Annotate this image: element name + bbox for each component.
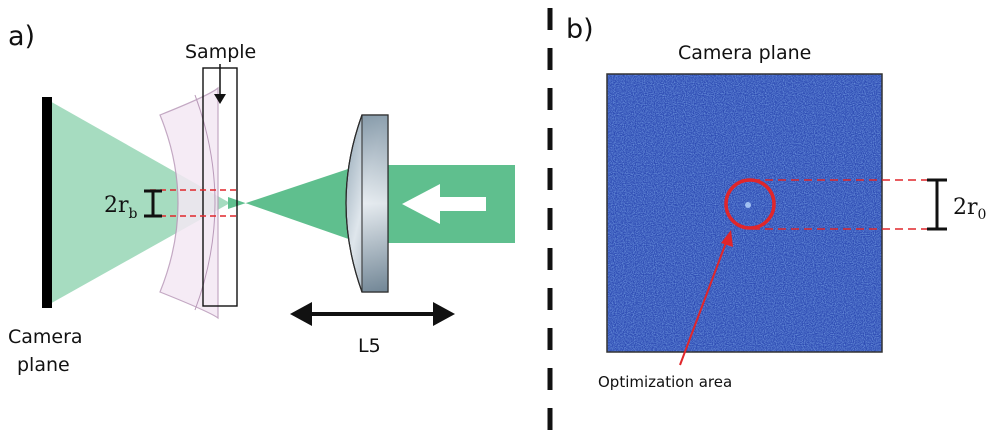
speckle-image xyxy=(606,73,883,353)
lens-l5 xyxy=(345,114,389,293)
beam-radius-bracket xyxy=(144,189,162,218)
panel-a: a) Sample 2rb xyxy=(8,21,515,376)
sample-label: Sample xyxy=(185,41,256,63)
optimization-label: Optimization area xyxy=(598,373,732,391)
lens-label: L5 xyxy=(358,335,381,357)
panel-b: b) Camera plane 2r0 Optimization area xyxy=(566,14,986,391)
lens-travel-arrow xyxy=(290,302,455,326)
radius-bracket xyxy=(927,178,947,231)
optimization-circle xyxy=(724,178,776,230)
sample-pointer-head xyxy=(214,94,226,104)
beam-radius-label: 2rb xyxy=(104,193,138,222)
panel-a-label: a) xyxy=(8,21,35,52)
diverging-beam xyxy=(48,100,230,305)
camera-label-line1: Camera xyxy=(8,326,83,348)
propagation-arrow xyxy=(402,184,486,224)
focusing-beam xyxy=(228,165,360,243)
optimization-pointer-head xyxy=(721,230,733,247)
camera-plane-bar xyxy=(42,97,52,308)
camera-label-line2: plane xyxy=(17,354,70,376)
camera-plane-title: Camera plane xyxy=(678,42,811,64)
panel-b-label: b) xyxy=(566,14,594,45)
radius-label: 2r0 xyxy=(953,195,986,223)
optimization-pointer-line xyxy=(679,239,728,366)
